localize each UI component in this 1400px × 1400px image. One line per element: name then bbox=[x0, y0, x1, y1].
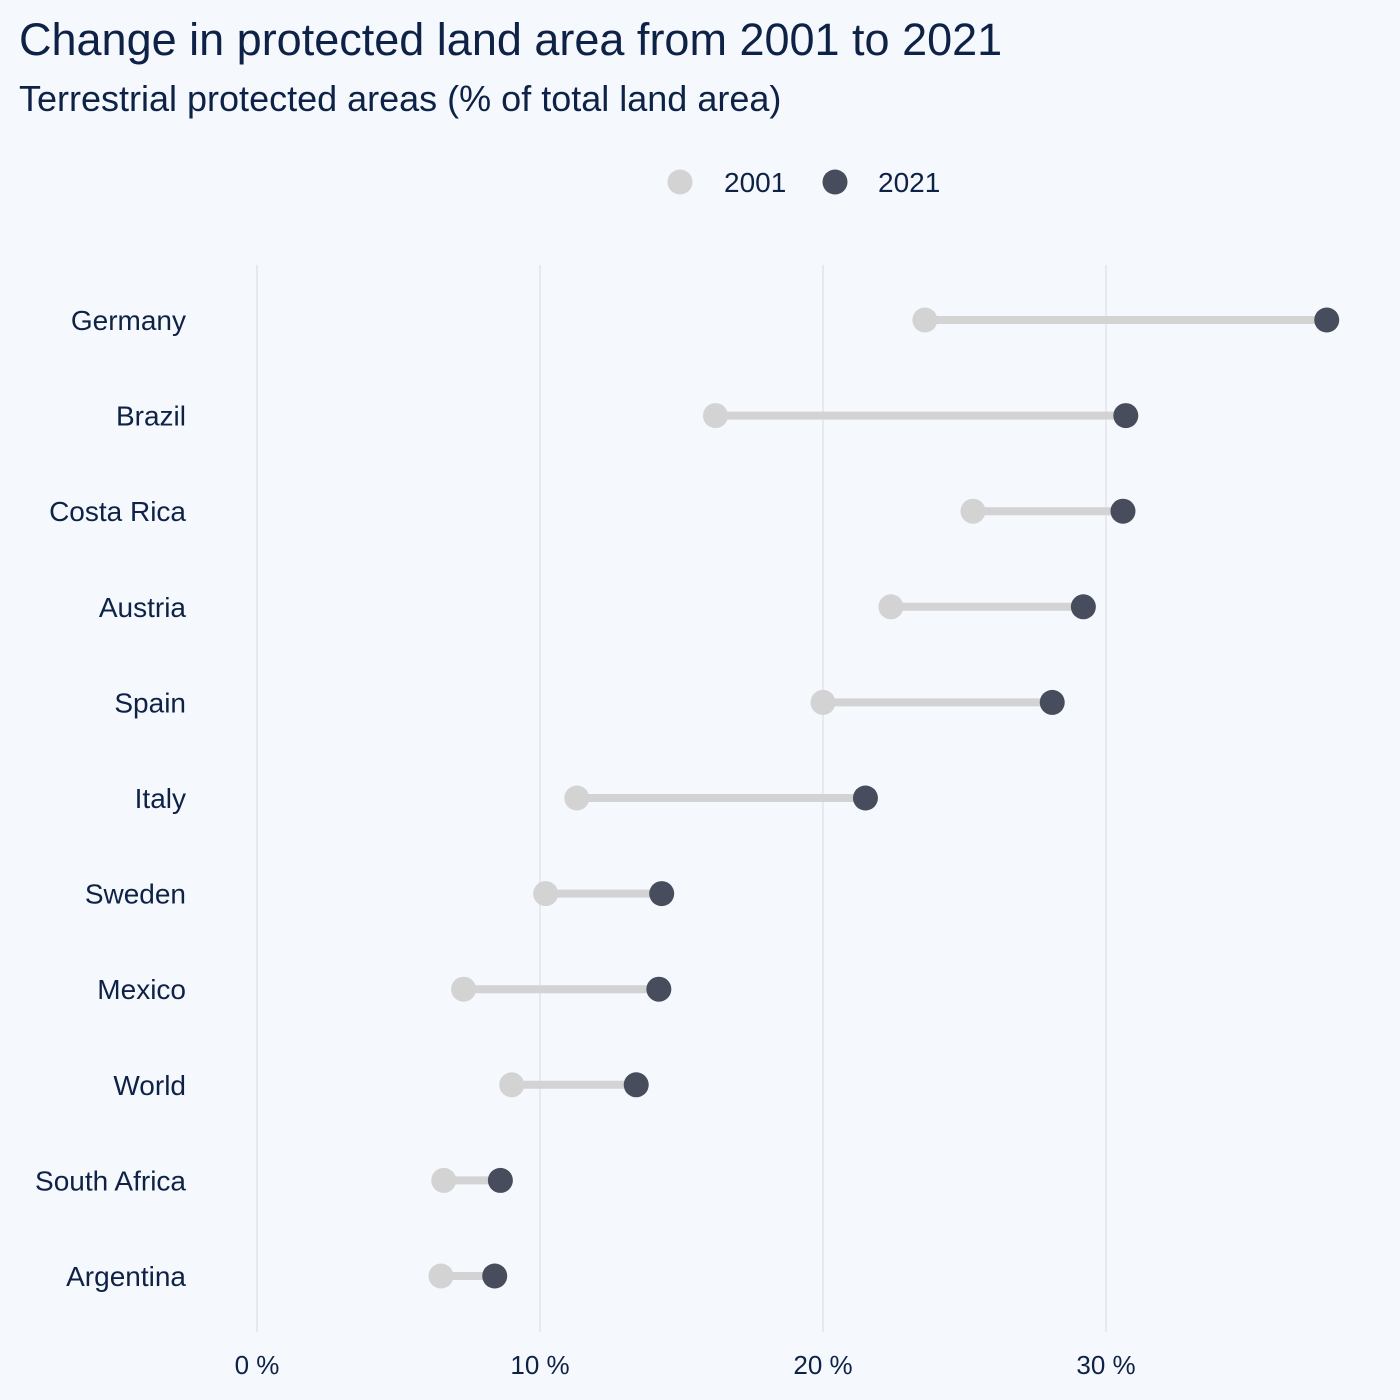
connector-lines bbox=[440, 316, 1327, 1280]
x-tick-label: 20 % bbox=[793, 1350, 852, 1380]
point-2001 bbox=[499, 1072, 525, 1098]
point-2001 bbox=[810, 689, 836, 715]
point-2001 bbox=[702, 403, 728, 429]
y-category-label: Argentina bbox=[66, 1261, 186, 1292]
point-2001 bbox=[960, 498, 986, 524]
point-2021 bbox=[487, 1167, 513, 1193]
data-points bbox=[428, 307, 1340, 1289]
y-category-label: Austria bbox=[99, 592, 187, 623]
x-axis-labels: 0 % 10 % 20 % 30 % bbox=[235, 1350, 1136, 1380]
point-2001 bbox=[428, 1263, 454, 1289]
point-2001 bbox=[533, 881, 559, 907]
y-category-label: Sweden bbox=[85, 879, 186, 910]
point-2001 bbox=[878, 594, 904, 620]
legend-item-2021: 2021 bbox=[822, 167, 940, 198]
point-2021 bbox=[1314, 307, 1340, 333]
chart-title: Change in protected land area from 2001 … bbox=[19, 14, 1003, 65]
y-axis-labels: Germany Brazil Costa Rica Austria Spain Italy… bbox=[35, 305, 186, 1292]
legend-label: 2001 bbox=[724, 167, 786, 198]
point-2021 bbox=[649, 881, 675, 907]
x-tick-label: 0 % bbox=[235, 1350, 280, 1380]
x-tick-label: 10 % bbox=[510, 1350, 569, 1380]
y-category-label: Spain bbox=[114, 687, 186, 718]
legend: 2001 2021 bbox=[667, 167, 940, 198]
y-category-label: Brazil bbox=[116, 401, 186, 432]
y-category-label: South Africa bbox=[35, 1165, 186, 1196]
legend-swatch bbox=[667, 169, 693, 195]
y-category-label: Italy bbox=[135, 783, 186, 814]
point-2001 bbox=[431, 1167, 457, 1193]
y-category-label: World bbox=[113, 1070, 186, 1101]
point-2021 bbox=[1113, 403, 1139, 429]
y-category-label: Mexico bbox=[97, 974, 186, 1005]
x-tick-label: 30 % bbox=[1076, 1350, 1135, 1380]
legend-item-2001: 2001 bbox=[667, 167, 786, 198]
point-2021 bbox=[1039, 689, 1065, 715]
point-2001 bbox=[451, 976, 477, 1002]
y-category-label: Costa Rica bbox=[49, 496, 186, 527]
point-2021 bbox=[623, 1072, 649, 1098]
point-2001 bbox=[564, 785, 590, 811]
point-2021 bbox=[646, 976, 672, 1002]
point-2001 bbox=[912, 307, 938, 333]
legend-label: 2021 bbox=[878, 167, 940, 198]
chart-subtitle: Terrestrial protected areas (% of total … bbox=[19, 78, 782, 119]
point-2021 bbox=[1070, 594, 1096, 620]
legend-swatch bbox=[822, 169, 848, 195]
y-category-label: Germany bbox=[71, 305, 186, 336]
point-2021 bbox=[852, 785, 878, 811]
point-2021 bbox=[1110, 498, 1136, 524]
point-2021 bbox=[482, 1263, 508, 1289]
